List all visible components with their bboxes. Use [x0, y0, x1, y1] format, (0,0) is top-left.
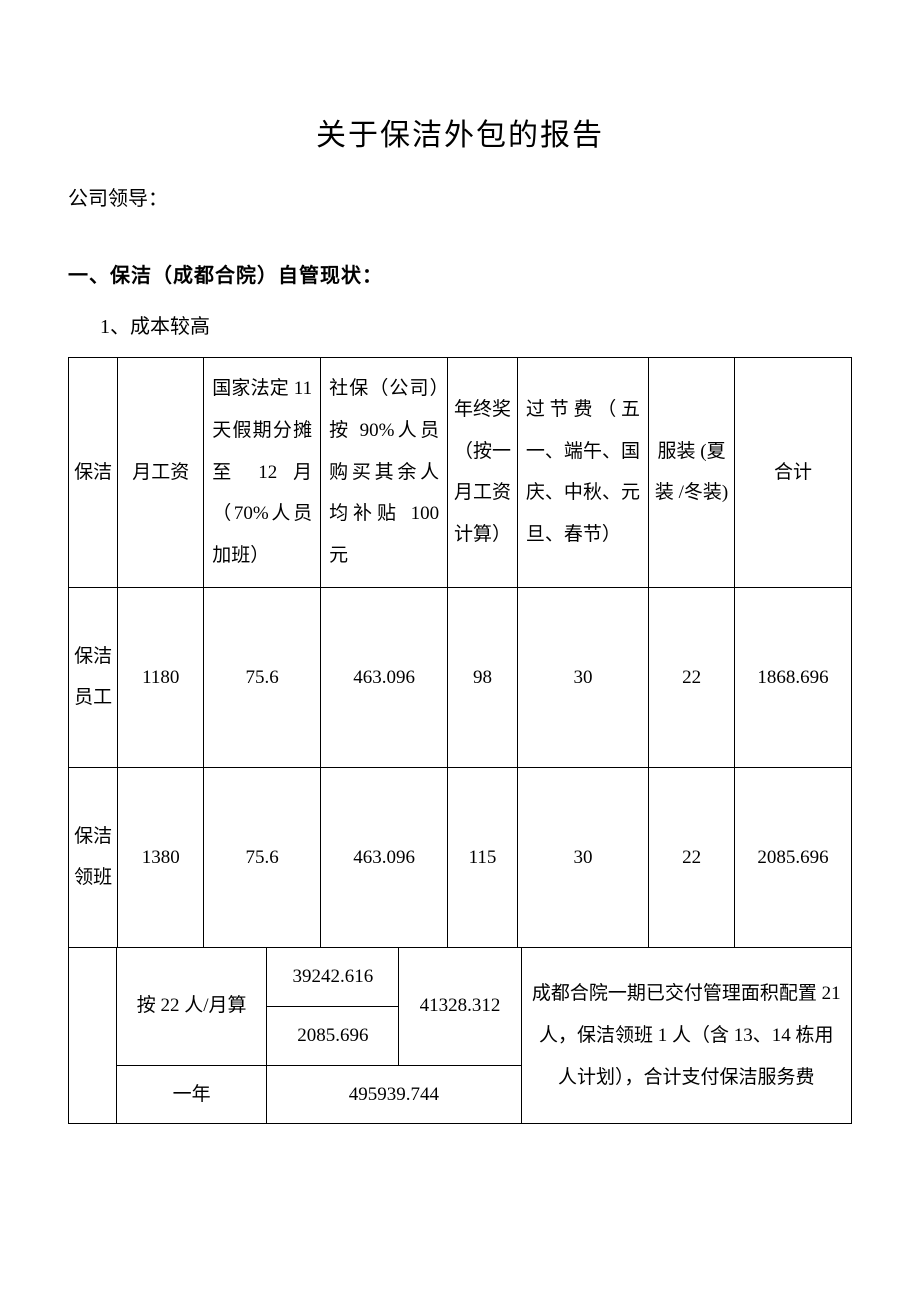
header-holidays: 国家法定 11 天假期分摊至 12 月（70%人员加班） [204, 358, 321, 588]
row1-holidays: 75.6 [204, 587, 321, 767]
header-salary: 月工资 [118, 358, 204, 588]
row2-clothing: 22 [649, 767, 735, 947]
summary-val1: 39242.616 [267, 947, 399, 1006]
monthly-label: 按 22 人/月算 [117, 947, 267, 1065]
header-clothing: 服装 (夏装 /冬装) [649, 358, 735, 588]
summary-row-1: 按 22 人/月算 39242.616 41328.312 成都合院一期已交付管… [69, 947, 852, 1006]
row2-holidays: 75.6 [204, 767, 321, 947]
table-row: 保洁员工 1180 75.6 463.096 98 30 22 1868.696 [69, 587, 852, 767]
table-header-row: 保洁 月工资 国家法定 11 天假期分摊至 12 月（70%人员加班） 社保（公… [69, 358, 852, 588]
header-festival: 过节费（五一、端午、国庆、中秋、元旦、春节） [517, 358, 648, 588]
document-title: 关于保洁外包的报告 [68, 110, 852, 154]
summary-empty [69, 947, 117, 1123]
row1-salary: 1180 [118, 587, 204, 767]
row1-festival: 30 [517, 587, 648, 767]
row2-salary: 1380 [118, 767, 204, 947]
header-role: 保洁 [69, 358, 118, 588]
row2-festival: 30 [517, 767, 648, 947]
row2-total: 2085.696 [735, 767, 852, 947]
row1-insurance: 463.096 [321, 587, 448, 767]
subheading-1: 1、成本较高 [68, 310, 852, 339]
salutation: 公司领导： [68, 182, 852, 211]
summary-val2: 2085.696 [267, 1006, 399, 1065]
table-row: 保洁领班 1380 75.6 463.096 115 30 22 2085.69… [69, 767, 852, 947]
row1-label: 保洁员工 [69, 587, 118, 767]
yearly-total: 495939.744 [267, 1065, 521, 1124]
header-total: 合计 [735, 358, 852, 588]
cost-table: 保洁 月工资 国家法定 11 天假期分摊至 12 月（70%人员加班） 社保（公… [68, 357, 852, 948]
header-insurance: 社保（公司）按 90%人员购买其余人均补贴 100 元 [321, 358, 448, 588]
yearly-label: 一年 [117, 1065, 267, 1124]
row1-bonus: 98 [448, 587, 518, 767]
summary-note: 成都合院一期已交付管理面积配置 21 人，保洁领班 1 人（含 13、14 栋用… [521, 947, 851, 1123]
summary-sum: 41328.312 [399, 947, 521, 1065]
row1-total: 1868.696 [735, 587, 852, 767]
row2-bonus: 115 [448, 767, 518, 947]
header-bonus: 年终奖（按一月工资计算） [448, 358, 518, 588]
row2-label: 保洁领班 [69, 767, 118, 947]
section-heading: 一、保洁（成都合院）自管现状： [68, 259, 852, 288]
row2-insurance: 463.096 [321, 767, 448, 947]
row1-clothing: 22 [649, 587, 735, 767]
summary-table: 按 22 人/月算 39242.616 41328.312 成都合院一期已交付管… [68, 947, 852, 1124]
